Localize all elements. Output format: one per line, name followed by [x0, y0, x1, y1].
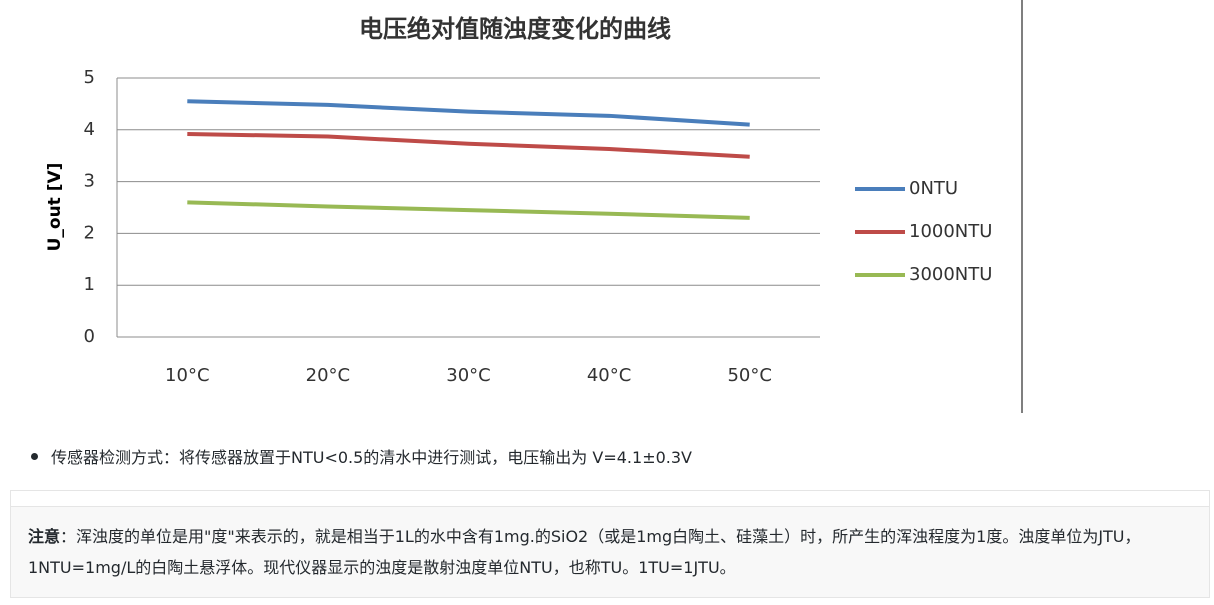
- note-text: ：浑浊度的单位是用"度"来表示的，就是相当于1L的水中含有1mg.的SiO2（或…: [28, 527, 1141, 577]
- chart-title: 电压绝对值随浊度变化的曲线: [359, 15, 671, 43]
- legend-label: 1000NTU: [909, 221, 992, 242]
- note-box: 注意：浑浊度的单位是用"度"来表示的，就是相当于1L的水中含有1mg.的SiO2…: [10, 506, 1210, 598]
- x-tick-label: 10°C: [165, 365, 209, 386]
- y-tick-label: 4: [84, 119, 95, 140]
- legend-label: 0NTU: [909, 178, 958, 199]
- y-tick-label: 3: [84, 171, 95, 192]
- x-tick-label: 30°C: [446, 365, 490, 386]
- chart: 电压绝对值随浊度变化的曲线 U_out [V] 0 1 2 3 4 5 10°C 20°C 30…: [45, 0, 1023, 413]
- x-tick-label: 50°C: [727, 365, 771, 386]
- y-tick-label: 1: [84, 274, 95, 295]
- series-line: [187, 200, 750, 220]
- x-tick-label: 40°C: [587, 365, 631, 386]
- series-line: [187, 99, 750, 127]
- series-line: [187, 131, 750, 159]
- legend-label: 3000NTU: [909, 264, 992, 285]
- bullet-text: 传感器检测方式：将传感器放置于NTU<0.5的清水中进行测试，电压输出为 V=4…: [51, 448, 692, 467]
- y-tick-label: 2: [84, 222, 95, 243]
- x-tick-label: 20°C: [306, 365, 350, 386]
- note-label: 注意: [28, 527, 61, 546]
- y-tick-label: 5: [84, 67, 95, 88]
- box-top: [10, 490, 1210, 507]
- y-axis-label: U_out [V]: [45, 163, 65, 252]
- bullet-dot: [31, 453, 38, 460]
- y-tick-label: 0: [84, 326, 95, 347]
